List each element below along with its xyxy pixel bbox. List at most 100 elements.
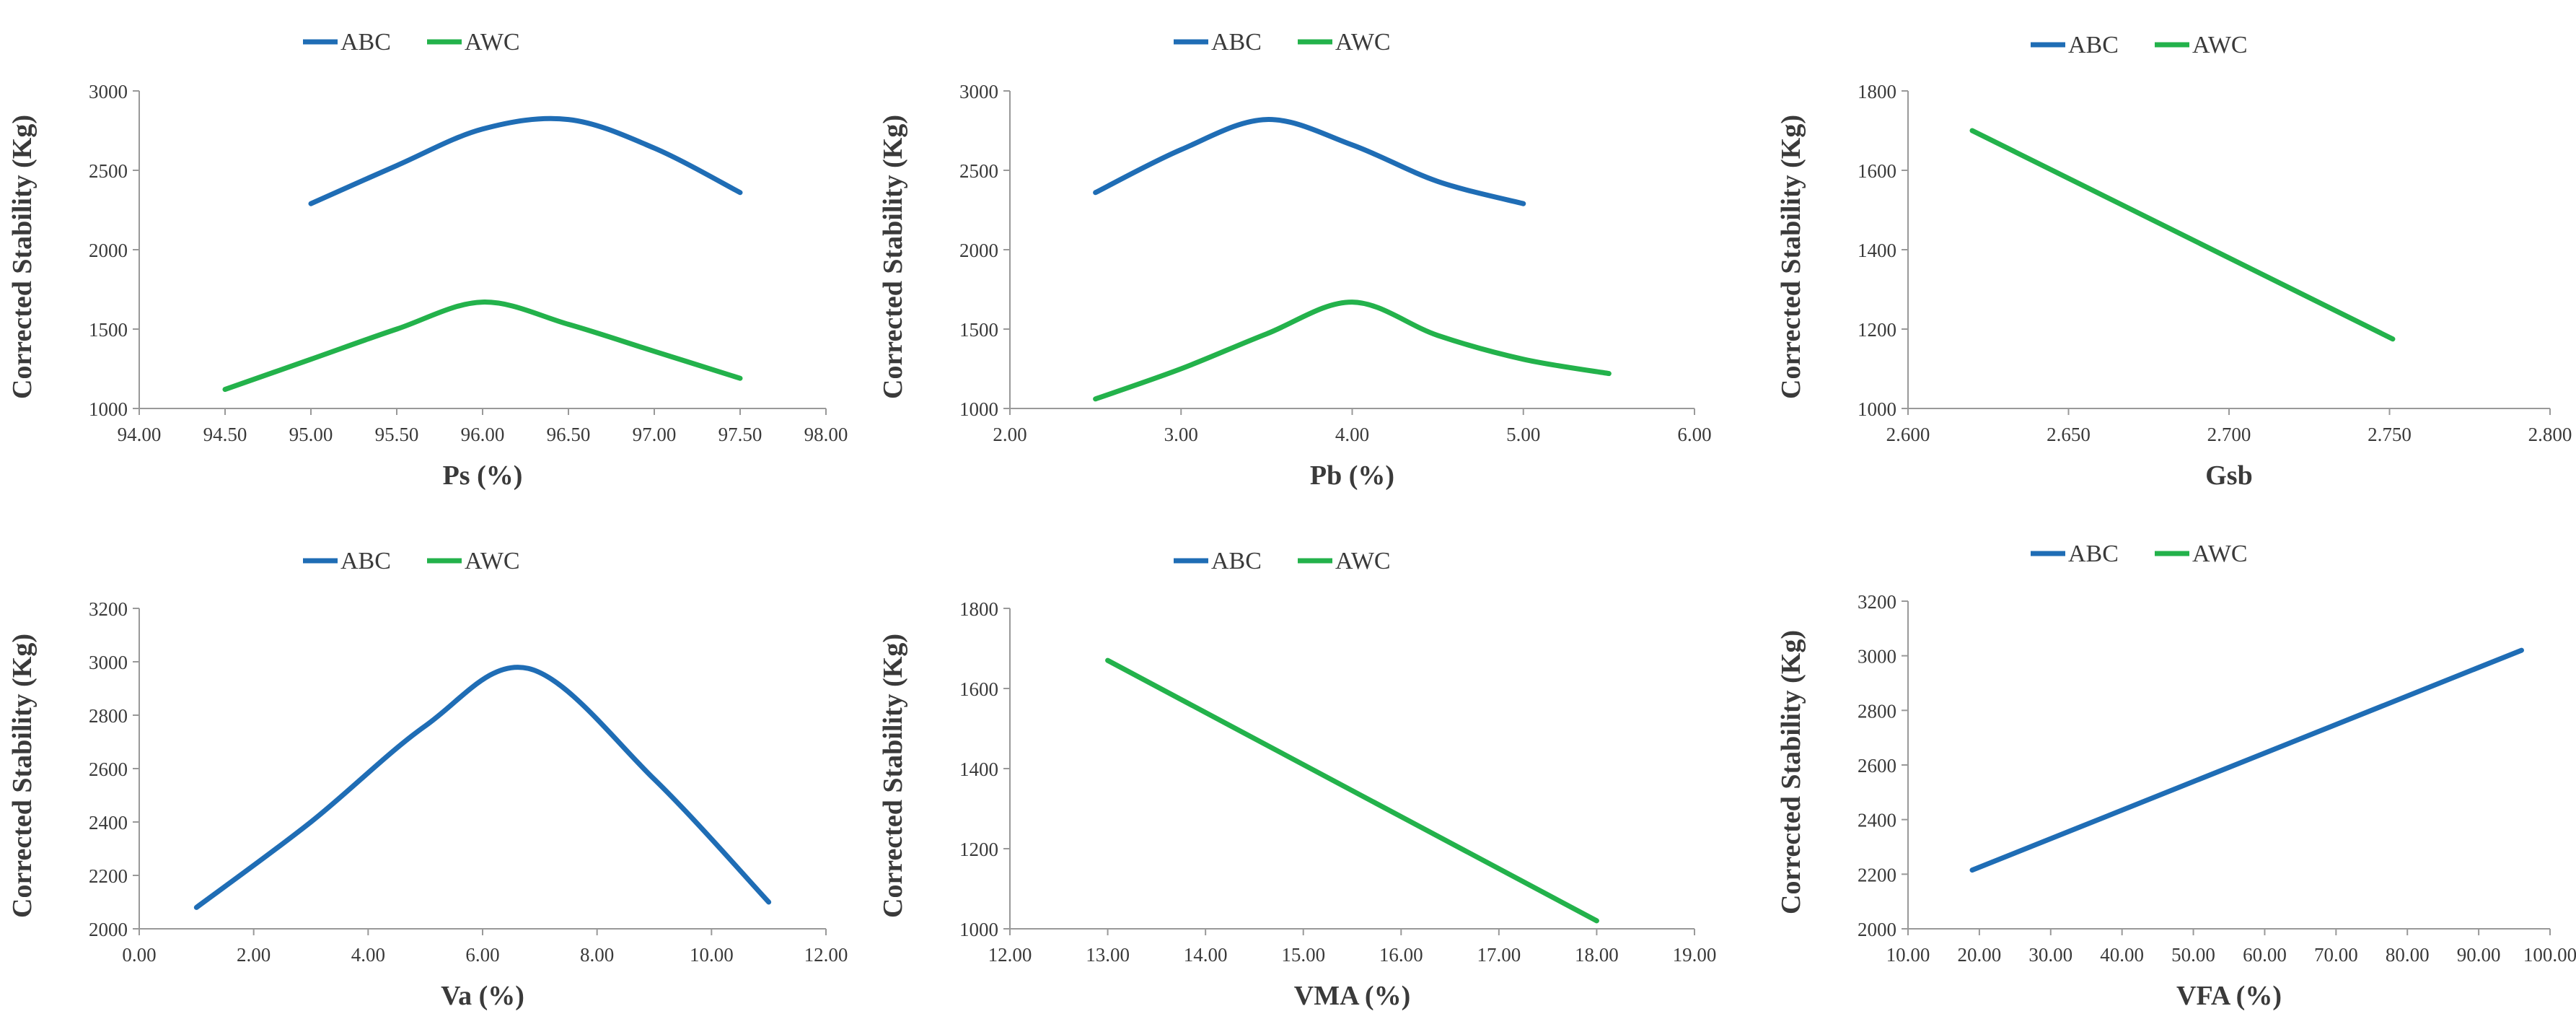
- y-tick-label: 1000: [1858, 398, 1896, 420]
- legend-label-awc: AWC: [465, 548, 520, 574]
- x-tick-label: 94.00: [118, 424, 162, 445]
- y-tick-label: 1000: [89, 398, 128, 420]
- legend: ABC AWC: [1174, 29, 1391, 56]
- x-tick-label: 80.00: [2386, 944, 2430, 966]
- x-tick-label: 96.00: [461, 424, 505, 445]
- series-line-awc: [1969, 128, 2396, 342]
- y-tick-label: 2400: [89, 812, 128, 834]
- x-tick-label: 2.700: [2207, 424, 2251, 445]
- x-tick-label: 8.00: [580, 944, 614, 966]
- x-axis-label: Va (%): [441, 981, 524, 1011]
- x-tick-label: 2.650: [2047, 424, 2091, 445]
- legend-label-abc: ABC: [2068, 32, 2119, 58]
- legend: ABC AWC: [303, 29, 520, 56]
- y-tick-label: 3200: [1858, 591, 1896, 613]
- x-axis-label: Gsb: [2205, 460, 2252, 491]
- x-tick-label: 100.00: [2523, 944, 2576, 966]
- y-tick-label: 2500: [959, 160, 998, 182]
- x-axis-label: Pb (%): [1310, 460, 1394, 491]
- y-tick-label: 1500: [89, 319, 128, 341]
- y-tick-label: 2200: [89, 865, 128, 887]
- x-tick-label: 10.00: [690, 944, 734, 966]
- chart-panel-1: 1000 1500 2000 2500 3000 94.00 94.50 95.00 95.50…: [7, 29, 848, 491]
- y-tick-label: 3200: [89, 598, 128, 620]
- y-tick-label: 1600: [1858, 160, 1896, 182]
- y-tick-label: 3000: [89, 81, 128, 102]
- x-tick-label: 5.00: [1506, 424, 1540, 445]
- chart-panel-3: 1000 1200 1400 1600 1800 2.600 2.650 2.700 2.750…: [1776, 32, 2572, 491]
- y-tick-label: 1400: [1858, 240, 1896, 261]
- x-tick-label: 40.00: [2100, 944, 2144, 966]
- y-tick-label: 1400: [959, 758, 998, 780]
- y-tick-label: 2000: [89, 240, 128, 261]
- y-tick-label: 2000: [1858, 919, 1896, 940]
- x-tick-label: 17.00: [1477, 944, 1521, 966]
- chart-panel-2: 1000 1500 2000 2500 3000 2.00 3.00 4.00 5.00 6.00…: [878, 29, 1712, 491]
- legend: ABC AWC: [2031, 32, 2248, 58]
- x-tick-label: 97.50: [718, 424, 762, 445]
- y-tick-label: 2200: [1858, 864, 1896, 885]
- x-tick-label: 50.00: [2171, 944, 2215, 966]
- x-tick-label: 70.00: [2314, 944, 2358, 966]
- y-axis-label: Corrected Stability (Kg): [1776, 630, 1806, 914]
- x-tick-label: 95.00: [289, 424, 333, 445]
- legend-label-awc: AWC: [2192, 32, 2248, 58]
- y-tick-label: 2400: [1858, 810, 1896, 831]
- chart-panel-4: 2000 2200 2400 2600 2800 3000 3200 0.00 2.00 4.00…: [7, 548, 848, 1011]
- x-tick-label: 15.00: [1281, 944, 1325, 966]
- x-tick-label: 6.00: [1677, 424, 1711, 445]
- x-tick-label: 10.00: [1886, 944, 1930, 966]
- y-tick-label: 2000: [89, 919, 128, 940]
- x-tick-label: 30.00: [2028, 944, 2072, 966]
- y-axis-label: Corrected Stability (Kg): [1776, 115, 1806, 399]
- y-axis-label: Corrected Stability (Kg): [7, 634, 38, 918]
- series-line-awc: [222, 299, 743, 393]
- x-tick-label: 2.00: [237, 944, 271, 966]
- legend-label-abc: ABC: [340, 548, 391, 574]
- x-tick-label: 98.00: [804, 424, 848, 445]
- x-tick-label: 96.50: [547, 424, 591, 445]
- legend-label-abc: ABC: [340, 29, 391, 56]
- x-tick-label: 0.00: [122, 944, 156, 966]
- y-axis-label: Corrected Stability (Kg): [878, 634, 908, 918]
- y-tick-label: 2600: [89, 758, 128, 780]
- x-tick-label: 12.00: [804, 944, 848, 966]
- y-tick-label: 1500: [959, 319, 998, 341]
- y-axis-label: Corrected Stability (Kg): [878, 115, 908, 399]
- x-axis-label: VMA (%): [1294, 981, 1410, 1011]
- legend: ABC AWC: [1174, 548, 1391, 574]
- y-tick-label: 1000: [959, 398, 998, 420]
- x-tick-label: 95.50: [375, 424, 419, 445]
- series-line-awc: [1105, 657, 1599, 924]
- x-tick-label: 18.00: [1575, 944, 1619, 966]
- x-axis-label: Ps (%): [443, 460, 523, 491]
- y-tick-label: 3000: [959, 81, 998, 102]
- y-tick-label: 1600: [959, 678, 998, 700]
- series-line-abc: [193, 665, 772, 910]
- legend: ABC AWC: [2031, 541, 2248, 567]
- y-tick-label: 2600: [1858, 755, 1896, 777]
- y-tick-label: 3000: [1858, 646, 1896, 668]
- x-tick-label: 12.00: [988, 944, 1032, 966]
- series-line-awc: [1093, 299, 1612, 402]
- y-tick-label: 2500: [89, 160, 128, 182]
- x-tick-label: 2.800: [2528, 424, 2572, 445]
- x-tick-label: 4.00: [1335, 424, 1369, 445]
- legend-label-abc: ABC: [2068, 541, 2119, 567]
- x-tick-label: 16.00: [1379, 944, 1423, 966]
- x-tick-label: 13.00: [1086, 944, 1130, 966]
- x-tick-label: 4.00: [351, 944, 385, 966]
- legend-label-abc: ABC: [1211, 29, 1262, 56]
- y-tick-label: 2800: [89, 705, 128, 727]
- chart-panel-5: 1000 1200 1400 1600 1800 12.00 13.00 14.00 15.00…: [878, 548, 1716, 1011]
- series-line-abc: [308, 115, 743, 206]
- y-tick-label: 1000: [959, 919, 998, 940]
- legend-label-awc: AWC: [1335, 548, 1391, 574]
- legend: ABC AWC: [303, 548, 520, 574]
- x-tick-label: 90.00: [2457, 944, 2501, 966]
- y-tick-label: 1800: [959, 598, 998, 620]
- y-tick-label: 1800: [1858, 81, 1896, 102]
- x-tick-label: 2.00: [993, 424, 1027, 445]
- x-tick-label: 2.600: [1886, 424, 1930, 445]
